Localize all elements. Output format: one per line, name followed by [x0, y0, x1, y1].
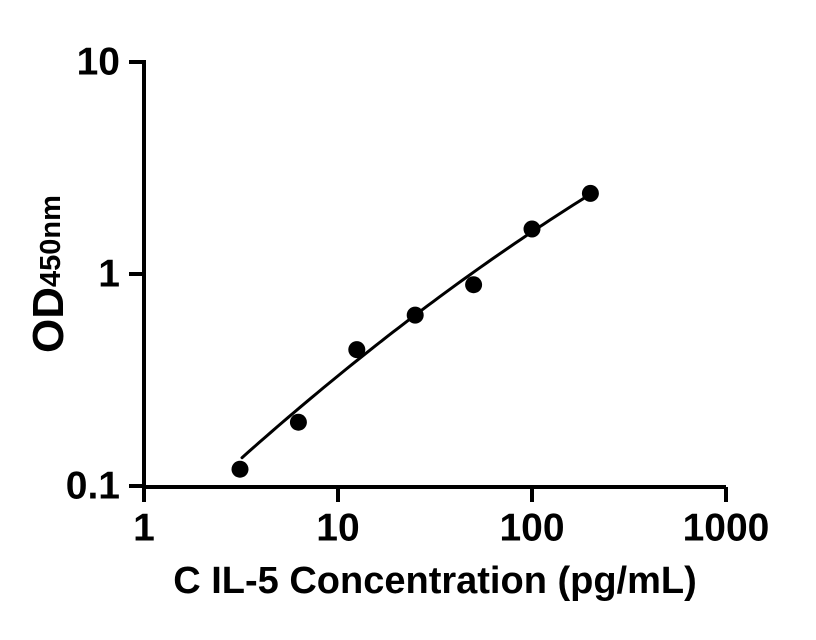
- y-tick-label-10: 10: [77, 41, 120, 84]
- y-tick-label-0.1: 0.1: [66, 465, 120, 508]
- y-axis-title: OD 450nm: [24, 139, 73, 409]
- x-axis-title: C IL-5 Concentration (pg/mL): [173, 560, 697, 602]
- data-point-5: [523, 220, 541, 238]
- data-point-6: [581, 184, 599, 202]
- x-tick-label-10: 10: [316, 507, 359, 550]
- y-tick-label-1: 1: [98, 253, 120, 296]
- x-tick-label-1000: 1000: [683, 507, 770, 550]
- data-point-3: [406, 306, 424, 324]
- x-tick-label-1: 1: [133, 507, 155, 550]
- data-point-4: [465, 276, 483, 294]
- data-point-2: [348, 341, 366, 359]
- y-axis-title-main: OD: [24, 286, 73, 353]
- data-point-1: [289, 413, 307, 431]
- y-axis-title-subscript: 450nm: [35, 195, 67, 287]
- x-tick-label-100: 100: [499, 507, 564, 550]
- data-point-0: [231, 460, 249, 478]
